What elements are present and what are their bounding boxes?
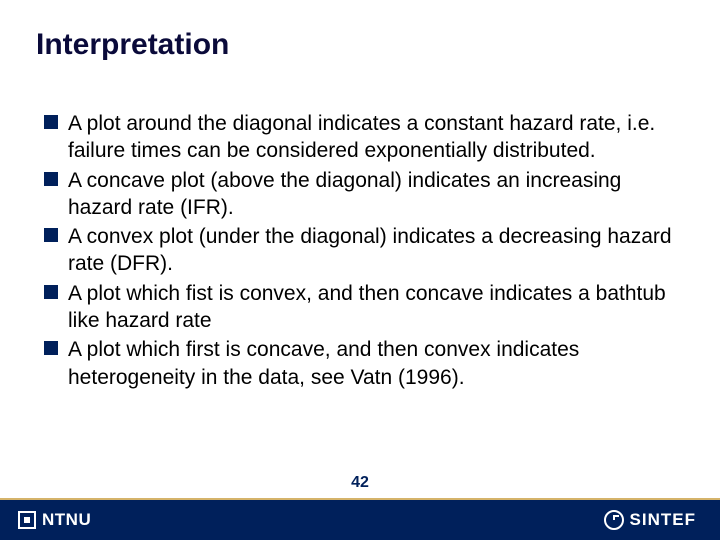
list-item: A plot which first is concave, and then … [44, 336, 676, 391]
list-item: A concave plot (above the diagonal) indi… [44, 167, 676, 222]
list-item: A plot which fist is convex, and then co… [44, 280, 676, 335]
sintef-mark-icon [604, 510, 624, 530]
square-bullet-icon [44, 341, 58, 355]
slide: Interpretation A plot around the diagona… [0, 0, 720, 540]
square-bullet-icon [44, 115, 58, 129]
list-item: A plot around the diagonal indicates a c… [44, 110, 676, 165]
bullet-text: A convex plot (under the diagonal) indic… [68, 223, 676, 278]
square-bullet-icon [44, 228, 58, 242]
ntnu-logo: NTNU [18, 510, 91, 530]
sintef-logo-text: SINTEF [630, 510, 696, 530]
page-number: 42 [0, 474, 720, 492]
slide-title: Interpretation [0, 0, 720, 62]
slide-footer: NTNU SINTEF [0, 498, 720, 540]
bullet-text: A concave plot (above the diagonal) indi… [68, 167, 676, 222]
bullet-list: A plot around the diagonal indicates a c… [0, 62, 720, 540]
ntnu-logo-text: NTNU [42, 510, 91, 530]
list-item: A convex plot (under the diagonal) indic… [44, 223, 676, 278]
bullet-text: A plot around the diagonal indicates a c… [68, 110, 676, 165]
square-bullet-icon [44, 172, 58, 186]
ntnu-mark-icon [18, 511, 36, 529]
bullet-text: A plot which fist is convex, and then co… [68, 280, 676, 335]
footer-bar: NTNU SINTEF [0, 500, 720, 540]
square-bullet-icon [44, 285, 58, 299]
bullet-text: A plot which first is concave, and then … [68, 336, 676, 391]
sintef-logo: SINTEF [604, 510, 696, 530]
